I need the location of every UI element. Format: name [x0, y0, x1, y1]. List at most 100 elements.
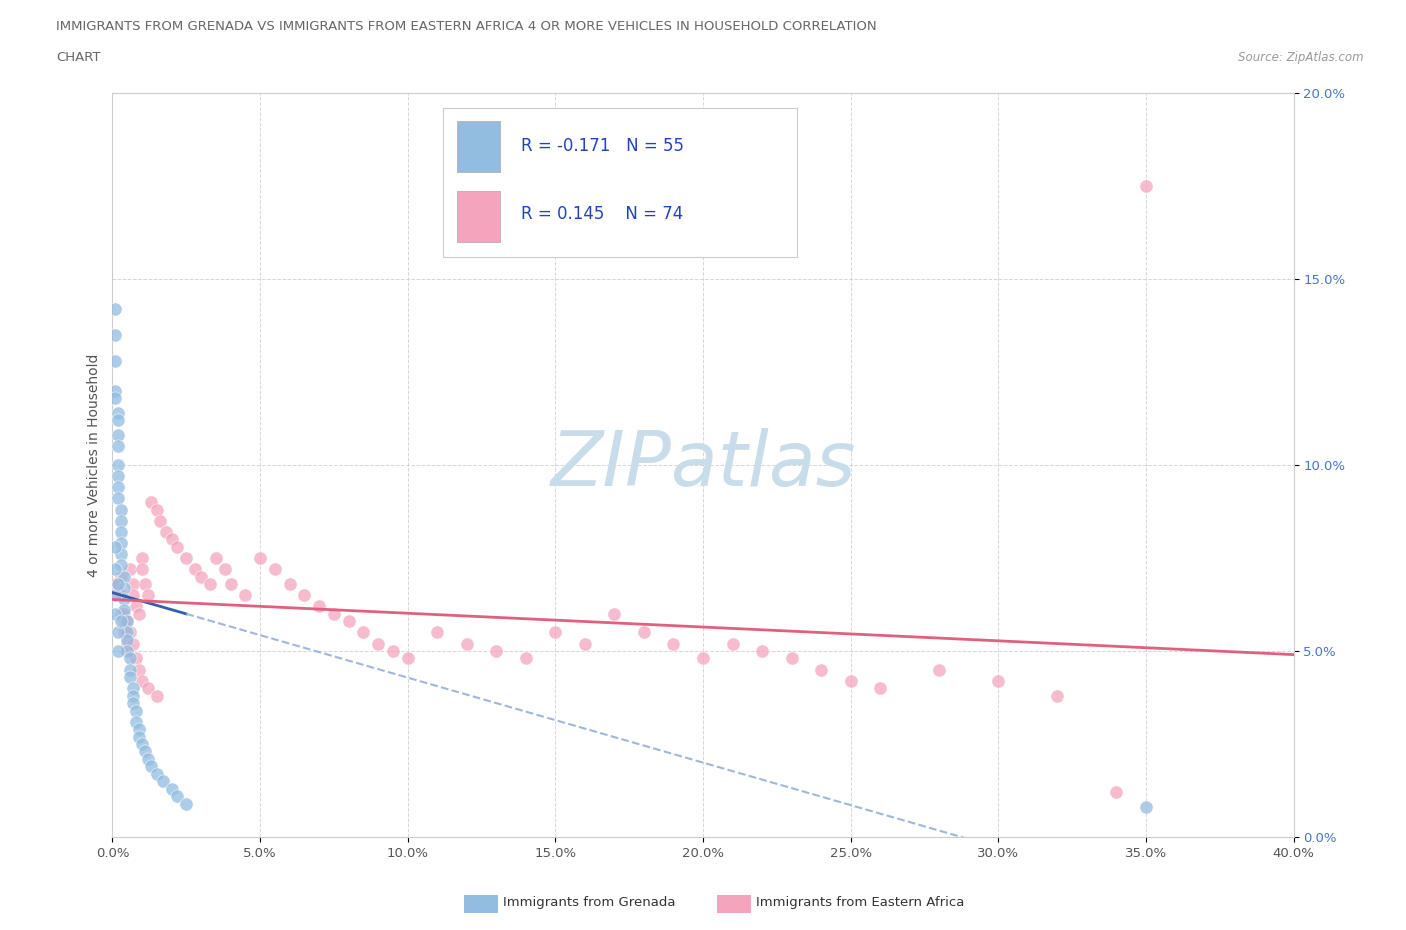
- Point: [122, 688, 145, 703]
- Point: [146, 502, 169, 517]
- Point: [125, 651, 148, 666]
- Point: [107, 577, 129, 591]
- Point: [426, 625, 449, 640]
- Point: [574, 636, 596, 651]
- Point: [104, 301, 127, 316]
- Point: [810, 662, 832, 677]
- Point: [122, 588, 145, 603]
- Point: [166, 539, 188, 554]
- Point: [160, 781, 183, 796]
- Point: [146, 688, 169, 703]
- Point: [780, 651, 803, 666]
- Text: ZIPatlas: ZIPatlas: [550, 428, 856, 502]
- Point: [110, 588, 132, 603]
- Point: [134, 577, 156, 591]
- Point: [112, 580, 135, 595]
- Point: [928, 662, 950, 677]
- Point: [122, 577, 145, 591]
- Point: [131, 737, 153, 751]
- Point: [869, 681, 891, 696]
- Point: [184, 562, 207, 577]
- Point: [117, 625, 138, 640]
- Point: [104, 391, 127, 405]
- Point: [136, 588, 159, 603]
- Point: [128, 606, 150, 621]
- Text: Source: ZipAtlas.com: Source: ZipAtlas.com: [1239, 51, 1364, 64]
- Point: [485, 644, 508, 658]
- Point: [107, 428, 129, 443]
- Point: [110, 502, 132, 517]
- Point: [139, 759, 162, 774]
- Point: [110, 614, 132, 629]
- Point: [292, 588, 315, 603]
- Point: [122, 696, 145, 711]
- Point: [110, 525, 132, 539]
- Point: [692, 651, 714, 666]
- Point: [139, 495, 162, 510]
- Point: [839, 673, 862, 688]
- Point: [1046, 688, 1069, 703]
- Point: [117, 644, 138, 658]
- Point: [751, 644, 773, 658]
- Point: [219, 577, 242, 591]
- Point: [131, 562, 153, 577]
- Point: [352, 625, 374, 640]
- Point: [120, 662, 142, 677]
- Point: [205, 551, 228, 565]
- Point: [117, 636, 138, 651]
- Point: [104, 588, 127, 603]
- Point: [107, 644, 129, 658]
- Point: [107, 577, 129, 591]
- Point: [122, 636, 145, 651]
- Point: [107, 405, 129, 420]
- Point: [1135, 800, 1157, 815]
- Point: [110, 606, 132, 621]
- Point: [198, 577, 221, 591]
- Point: [160, 532, 183, 547]
- Point: [278, 577, 301, 591]
- Point: [308, 599, 330, 614]
- Point: [122, 681, 145, 696]
- Point: [104, 353, 127, 368]
- Point: [104, 562, 127, 577]
- Point: [104, 577, 127, 591]
- Point: [112, 569, 135, 584]
- Point: [107, 413, 129, 428]
- Point: [110, 513, 132, 528]
- Point: [120, 651, 142, 666]
- Point: [128, 662, 150, 677]
- Point: [233, 588, 256, 603]
- Point: [128, 729, 150, 744]
- Point: [104, 606, 127, 621]
- Point: [125, 599, 148, 614]
- Point: [112, 591, 135, 606]
- Point: [120, 562, 142, 577]
- Point: [544, 625, 567, 640]
- Point: [603, 606, 626, 621]
- Point: [125, 703, 148, 718]
- Point: [1105, 785, 1128, 800]
- Point: [146, 766, 169, 781]
- Point: [264, 562, 287, 577]
- Point: [174, 551, 197, 565]
- Point: [107, 439, 129, 454]
- Point: [117, 644, 138, 658]
- Point: [633, 625, 655, 640]
- Point: [117, 614, 138, 629]
- Point: [125, 714, 148, 729]
- Point: [249, 551, 271, 565]
- Point: [131, 673, 153, 688]
- Point: [131, 551, 153, 565]
- Point: [104, 539, 127, 554]
- Point: [110, 558, 132, 573]
- Point: [134, 744, 156, 759]
- Point: [136, 681, 159, 696]
- Point: [1135, 179, 1157, 193]
- Point: [117, 632, 138, 647]
- Point: [112, 603, 135, 618]
- Point: [367, 636, 389, 651]
- Point: [112, 625, 135, 640]
- Point: [107, 458, 129, 472]
- Point: [110, 569, 132, 584]
- Point: [120, 670, 142, 684]
